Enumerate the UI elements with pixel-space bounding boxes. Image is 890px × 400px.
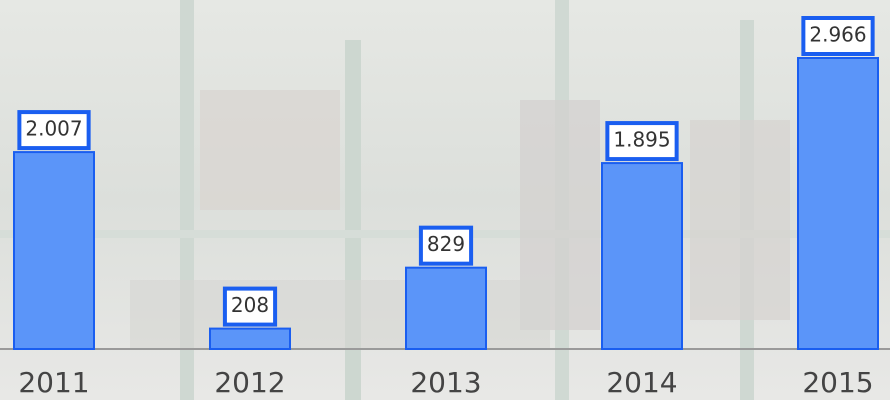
chart: 2.007 2011 208 2012 829 2013 1.895 2014 2.966 201… xyxy=(0,0,890,400)
bar xyxy=(602,163,682,349)
value-label: 208 xyxy=(231,293,269,317)
x-tick-label: 2012 xyxy=(214,366,285,399)
x-tick-label: 2015 xyxy=(802,366,873,399)
value-label: 2.966 xyxy=(809,23,866,47)
bar xyxy=(14,152,94,349)
x-tick-label: 2013 xyxy=(410,366,481,399)
x-tick-label: 2014 xyxy=(606,366,677,399)
x-tick-label: 2011 xyxy=(18,366,89,399)
value-label: 1.895 xyxy=(613,128,670,152)
bar xyxy=(406,268,486,349)
bar xyxy=(798,58,878,349)
bar xyxy=(210,329,290,349)
value-label: 2.007 xyxy=(25,117,82,141)
value-label: 829 xyxy=(427,232,465,256)
